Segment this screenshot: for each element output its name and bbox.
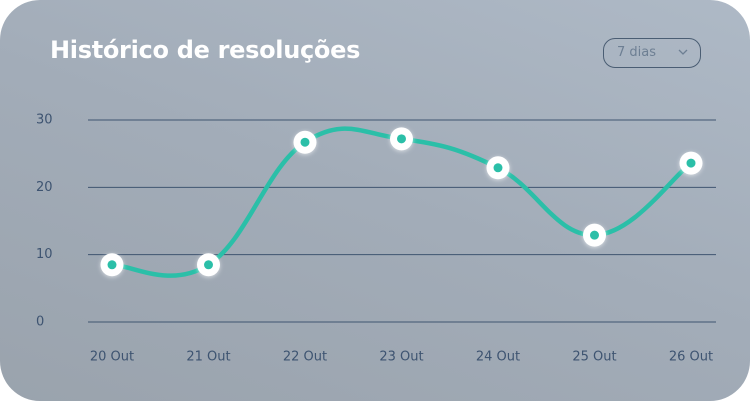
point-dot bbox=[107, 260, 117, 270]
point-dot bbox=[397, 134, 406, 144]
chart-title: Histórico de resoluções bbox=[50, 36, 361, 64]
x-tick-label: 22 Out bbox=[283, 350, 327, 365]
y-tick-label: 0 bbox=[36, 315, 44, 330]
point-dot bbox=[493, 163, 503, 173]
point-dot bbox=[204, 260, 213, 270]
y-tick-label: 20 bbox=[36, 180, 53, 195]
y-tick-label: 30 bbox=[36, 113, 53, 128]
x-tick-label: 26 Out bbox=[669, 350, 713, 365]
x-tick-label: 25 Out bbox=[572, 350, 616, 365]
x-tick-label: 20 Out bbox=[90, 350, 134, 365]
x-tick-label: 23 Out bbox=[379, 350, 423, 365]
range-dropdown[interactable]: 7 dias bbox=[603, 38, 701, 68]
dropdown-label: 7 dias bbox=[617, 45, 657, 60]
line bbox=[109, 126, 694, 278]
x-tick-label: 24 Out bbox=[476, 350, 520, 365]
y-tick-label: 10 bbox=[36, 247, 53, 262]
chevron-icon bbox=[678, 49, 688, 55]
x-tick-label: 21 Out bbox=[186, 350, 230, 365]
point-dot bbox=[300, 137, 310, 147]
point-dot bbox=[590, 230, 599, 240]
point-dot bbox=[686, 158, 696, 168]
